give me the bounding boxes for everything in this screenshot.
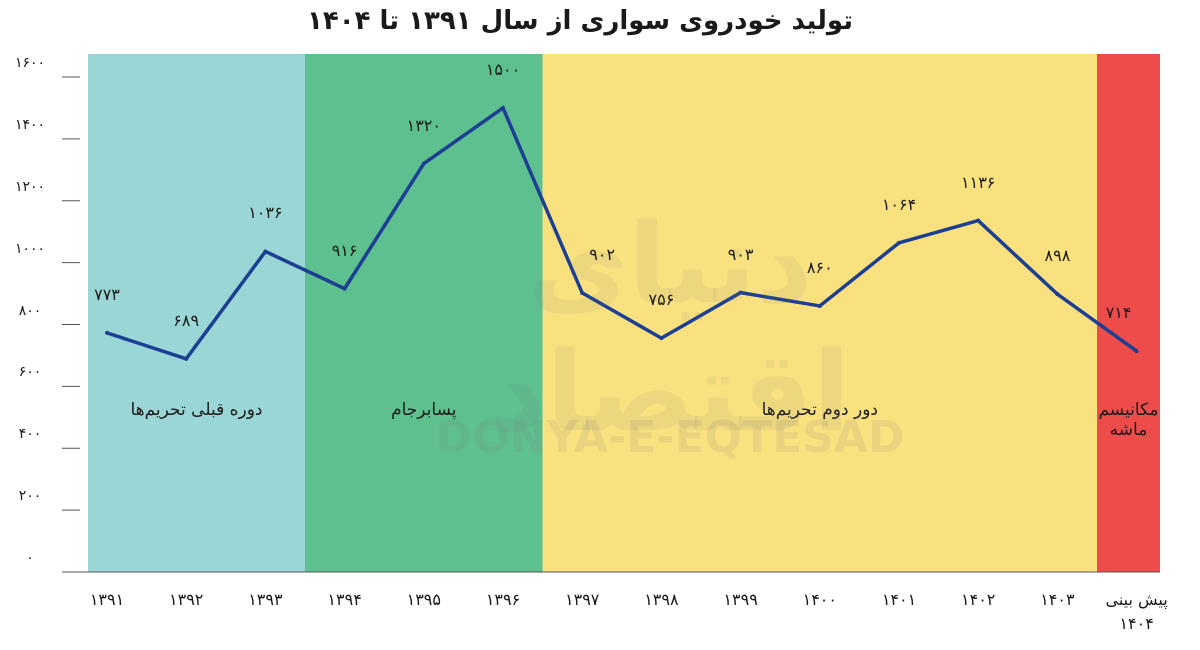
point (817, 303, 822, 308)
point (1134, 349, 1139, 354)
y-tick-label: ۱۶۰۰ (14, 55, 46, 71)
data-label: ۸۶۰ (806, 257, 833, 277)
data-label: ۹۰۲ (589, 244, 616, 264)
y-tick-label: ۰ (26, 550, 34, 566)
x-tick-label: ۱۳۹۶ (485, 590, 521, 609)
region (305, 54, 543, 572)
watermark: دنیای اقتصاد (489, 200, 851, 456)
y-tick-label: ۲۰۰ (18, 488, 42, 505)
region (542, 54, 1097, 572)
point (421, 161, 426, 166)
y-tick-label: ۱۰۰۰ (14, 240, 46, 257)
point (897, 240, 901, 245)
region (88, 54, 305, 572)
x-tick-label: ۱۳۹۳ (248, 590, 283, 609)
data-label: ۱۰۳۶ (248, 203, 283, 223)
line (106, 105, 1138, 361)
point (501, 105, 505, 110)
point (580, 290, 585, 295)
x-tick-label: ۱۳۹۴ (327, 590, 362, 609)
point (184, 356, 189, 361)
y-tick-label: ۱۲۰۰ (14, 178, 46, 195)
point (659, 336, 664, 341)
point (1055, 292, 1060, 297)
x-tick-label: ۱۳۹۱ (89, 590, 125, 609)
x-tick-label: ۱۴۰۰ (802, 590, 837, 609)
data-label: ۷۷۳ (94, 284, 120, 304)
region (1097, 54, 1160, 572)
y-tick-label: ۶۰۰ (18, 364, 42, 381)
point (263, 249, 268, 254)
data-label: ۹۰۳ (727, 244, 754, 264)
x-tick-label: ۱۴۰۳ (1040, 590, 1075, 609)
x-tick-label: ۱۳۹۲ (169, 590, 204, 609)
data-label: ۸۹۸ (1044, 246, 1071, 266)
y-tick-label: ۱۴۰۰ (14, 116, 46, 133)
x-tick-label: ۱۴۰۲ (961, 590, 996, 609)
data-label: ۷۵۶ (648, 290, 675, 310)
region-label: پسابرجام (391, 400, 457, 420)
data-label: ۱۵۰۰ (485, 59, 521, 79)
region-label: دور دوم تحریم‌ها (761, 400, 878, 420)
point (342, 286, 347, 291)
x-tick-label: ۱۳۹۹ (723, 590, 758, 609)
data-label: ۱۱۳۶ (961, 172, 996, 192)
chart-title: تولید خودروی سواری از سال ۱۳۹۱ تا ۱۴۰۴ (306, 6, 853, 36)
region-label: دوره قبلی تحریم‌ها (130, 400, 263, 420)
x-tick-label: پیش بینی ۱۴۰۴ (1105, 590, 1168, 633)
x-tick-label: ۱۳۹۷ (565, 590, 600, 609)
data-label: ۷۱۴ (1105, 303, 1132, 323)
data-label: ۶۸۹ (173, 310, 200, 330)
point (976, 218, 981, 223)
point (738, 290, 743, 295)
x-tick-label: ۱۳۹۸ (644, 590, 679, 609)
region-label: مکانیسم ماشه (1098, 400, 1159, 440)
data-label: ۱۳۲۰ (406, 115, 441, 135)
watermark: DONYA-E-EQTESAD (435, 412, 905, 463)
y-tick-label: ۸۰۰ (18, 302, 42, 319)
y-tick-label: ۴۰۰ (18, 426, 42, 443)
x-tick-label: ۱۳۹۵ (406, 590, 441, 609)
point (105, 330, 109, 335)
x-tick-label: ۱۴۰۱ (881, 590, 917, 609)
data-label: ۱۰۶۴ (881, 194, 917, 214)
data-label: ۹۱۶ (331, 240, 358, 260)
